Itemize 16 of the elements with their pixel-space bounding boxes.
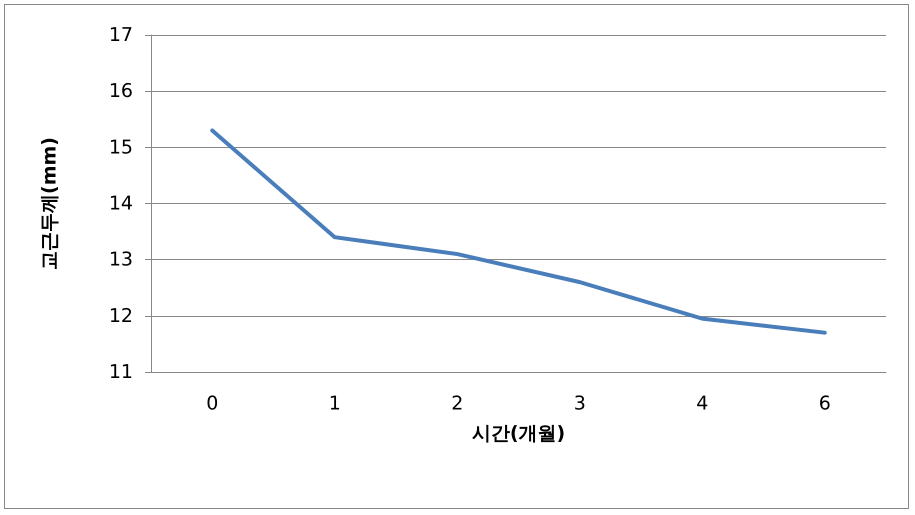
line-series	[210, 128, 827, 335]
x-tick-label: 0	[206, 392, 218, 414]
x-tick-label: 4	[696, 392, 708, 414]
x-tick-label: 1	[328, 392, 341, 414]
y-tick-label: 13	[108, 248, 133, 271]
y-tick-label: 12	[108, 304, 133, 327]
x-tick-label: 6	[818, 392, 831, 414]
y-tick-label: 15	[108, 136, 133, 158]
x-axis-title: 시간(개월)	[472, 422, 566, 444]
y-tick-label: 17	[108, 24, 133, 46]
x-tick-label: 2	[451, 392, 464, 414]
y-tick-label: 14	[108, 192, 133, 214]
y-tick-label: 16	[108, 80, 133, 102]
y-axis-title: 교근두께(mm)	[38, 137, 60, 270]
x-tick-label: 3	[574, 392, 586, 414]
y-tick-label: 11	[108, 361, 133, 383]
